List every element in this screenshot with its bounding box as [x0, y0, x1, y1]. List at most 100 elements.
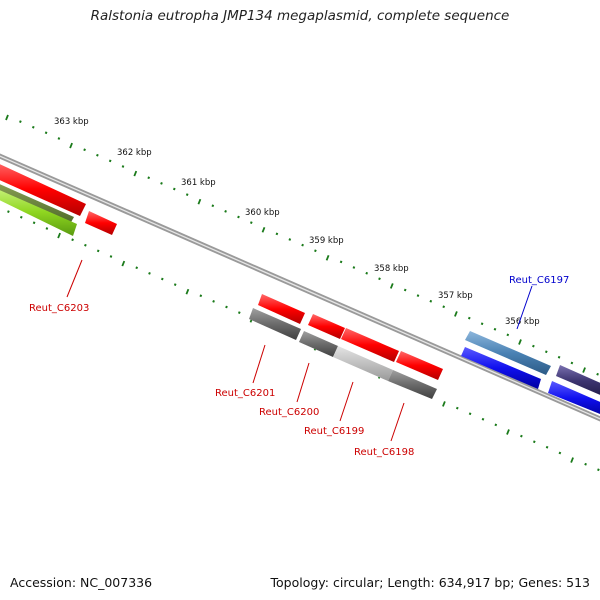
scale-label: 360 kbp: [245, 208, 280, 218]
scale-ruler-inner: [7, 210, 600, 472]
minor-tick: [172, 187, 176, 191]
minor-tick: [545, 445, 549, 449]
gene-feature[interactable]: [0, 162, 86, 216]
minor-tick: [442, 305, 446, 309]
major-tick: [389, 283, 394, 289]
minor-tick: [185, 193, 189, 196]
minor-tick: [584, 462, 587, 466]
major-tick: [442, 401, 446, 407]
scale-label: 358 kbp: [374, 264, 409, 274]
major-tick: [121, 260, 126, 267]
map-title: Ralstonia eutropha JMP134 megaplasmid, c…: [90, 8, 510, 24]
gene-feature[interactable]: [396, 351, 443, 380]
topology-text: Topology: circular; Length: 634,917 bp; …: [270, 575, 591, 590]
minor-tick: [19, 120, 22, 123]
minor-tick: [135, 266, 139, 270]
minor-tick: [597, 468, 600, 472]
minor-tick: [148, 272, 151, 275]
minor-tick: [237, 215, 240, 219]
gene-feature[interactable]: [85, 211, 117, 235]
scale-label: 356 kbp: [505, 317, 540, 327]
gene-feature[interactable]: [299, 331, 338, 357]
minor-tick: [494, 423, 498, 427]
minor-tick: [596, 372, 599, 376]
gene-feature[interactable]: [333, 346, 393, 381]
major-tick: [518, 339, 522, 345]
minor-tick: [288, 238, 292, 241]
minor-tick: [212, 300, 215, 303]
minor-tick: [160, 277, 164, 281]
minor-tick: [71, 238, 74, 242]
gene-label-reut-c6198[interactable]: Reut_C6198: [354, 447, 414, 458]
major-tick: [570, 457, 574, 463]
minor-tick: [468, 412, 472, 416]
minor-tick: [237, 311, 241, 314]
major-tick: [5, 114, 9, 121]
major-tick: [454, 311, 458, 317]
scale-label: 357 kbp: [438, 291, 473, 301]
scale-label: 362 kbp: [117, 148, 152, 158]
gene-feature[interactable]: [0, 182, 74, 224]
gene-label-reut-c6197[interactable]: Reut_C6197: [509, 275, 569, 286]
minor-tick: [31, 125, 35, 129]
scale-label: 359 kbp: [309, 236, 344, 246]
major-tick: [582, 367, 586, 373]
scale-ruler-outer: [5, 114, 599, 376]
minor-tick: [520, 434, 523, 438]
minor-tick: [352, 266, 356, 269]
gene-feature[interactable]: [388, 370, 437, 399]
label-leader-lines: [66, 259, 533, 442]
gene-label-reut-c6199[interactable]: Reut_C6199: [304, 426, 364, 437]
minor-tick: [403, 288, 407, 292]
minor-tick: [480, 322, 484, 326]
sequence-backbone: [0, 153, 600, 422]
accession-text: Accession: NC_007336: [10, 575, 153, 590]
major-tick: [57, 232, 61, 239]
minor-tick: [109, 255, 113, 258]
gene-feature[interactable]: [465, 331, 551, 375]
minor-tick: [32, 221, 36, 225]
gene-feature[interactable]: [341, 328, 399, 362]
minor-tick: [211, 204, 215, 208]
gene-feature[interactable]: [0, 188, 77, 236]
gene-feature[interactable]: [308, 314, 345, 339]
minor-tick: [301, 243, 304, 247]
minor-tick: [365, 271, 369, 275]
scale-label: 361 kbp: [181, 178, 216, 188]
gene-label-reut-c6203[interactable]: Reut_C6203: [29, 303, 89, 314]
gene-feature[interactable]: [258, 294, 305, 324]
minor-tick: [467, 316, 471, 320]
minor-tick: [173, 283, 177, 286]
minor-tick: [570, 361, 574, 365]
minor-tick: [96, 249, 100, 253]
major-tick: [506, 429, 510, 435]
gene-labels: Reut_C6203 Reut_C6201 Reut_C6200 Reut_C6…: [29, 275, 569, 458]
minor-tick: [455, 406, 459, 410]
minor-tick: [249, 221, 253, 224]
minor-tick: [225, 305, 228, 309]
minor-tick: [19, 215, 23, 219]
gene-feature[interactable]: [548, 381, 600, 416]
gene-feature[interactable]: [556, 365, 600, 397]
minor-tick: [121, 165, 125, 168]
major-tick: [185, 288, 190, 295]
minor-tick: [147, 176, 151, 180]
minor-tick: [160, 182, 163, 185]
gene-label-reut-c6200[interactable]: Reut_C6200: [259, 407, 319, 418]
minor-tick: [96, 153, 99, 157]
gene-feature[interactable]: [461, 347, 541, 389]
major-tick: [69, 142, 73, 149]
minor-tick: [7, 210, 10, 213]
minor-tick: [57, 137, 61, 140]
minor-tick: [84, 243, 87, 247]
minor-tick: [275, 232, 279, 236]
minor-tick: [506, 333, 510, 337]
minor-tick: [558, 451, 562, 455]
minor-tick: [199, 294, 203, 298]
minor-tick: [83, 148, 86, 152]
gene-feature[interactable]: [249, 308, 301, 340]
minor-tick: [44, 131, 48, 135]
minor-tick: [532, 344, 535, 348]
gene-label-reut-c6201[interactable]: Reut_C6201: [215, 388, 275, 399]
